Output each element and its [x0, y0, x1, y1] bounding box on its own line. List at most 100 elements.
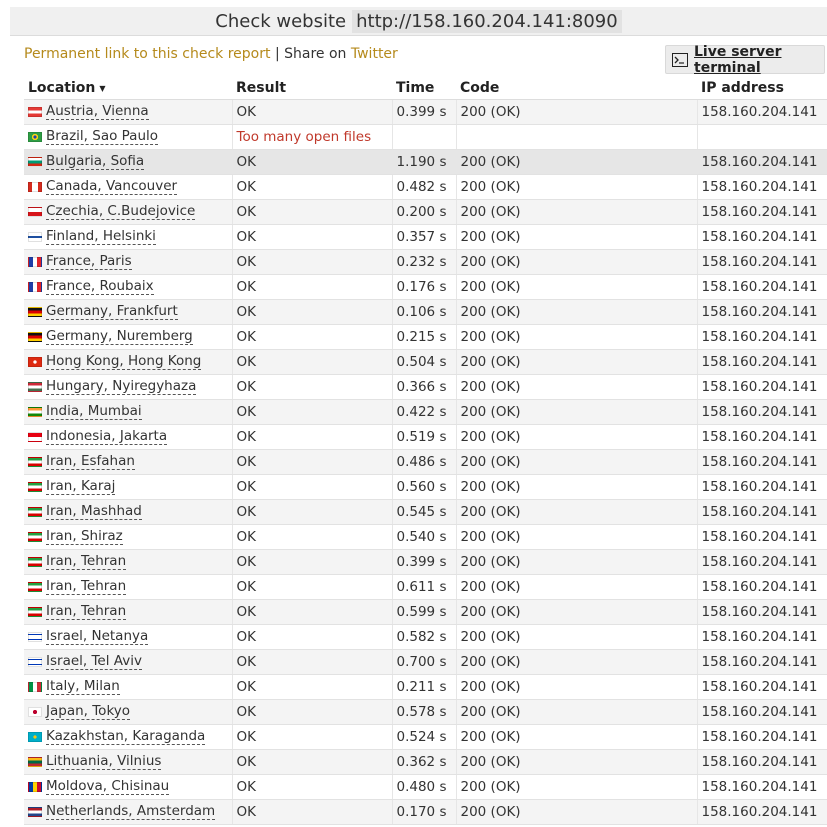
- ip-cell: 158.160.204.141: [697, 699, 827, 725]
- column-header-ip: IP address: [697, 77, 827, 100]
- ip-cell: 158.160.204.141: [697, 724, 827, 750]
- location-cell: Finland, Helsinki: [24, 224, 233, 250]
- flag-il-icon: [28, 657, 42, 667]
- column-header-code: Code: [456, 77, 697, 100]
- location-link[interactable]: France, Paris: [46, 253, 132, 270]
- location-cell: Israel, Tel Aviv: [24, 649, 233, 675]
- time-cell: 0.399 s: [392, 99, 457, 125]
- code-cell: 200 (OK): [456, 274, 698, 300]
- flag-ir-icon: [28, 482, 42, 492]
- flag-ir-icon: [28, 582, 42, 592]
- flag-lt-icon: [28, 757, 42, 767]
- location-link[interactable]: Iran, Tehran: [46, 578, 127, 595]
- ip-cell: 158.160.204.141: [697, 299, 827, 325]
- result-cell: OK: [232, 799, 393, 825]
- location-link[interactable]: Kazakhstan, Karaganda: [46, 728, 206, 745]
- location-link[interactable]: Japan, Tokyo: [46, 703, 131, 720]
- result-cell: OK: [232, 699, 393, 725]
- location-link[interactable]: Austria, Vienna: [46, 103, 149, 120]
- location-link[interactable]: Iran, Esfahan: [46, 453, 135, 470]
- location-link[interactable]: Iran, Tehran: [46, 603, 127, 620]
- time-cell: 0.519 s: [392, 424, 457, 450]
- location-link[interactable]: Iran, Karaj: [46, 478, 116, 495]
- location-link[interactable]: Israel, Netanya: [46, 628, 149, 645]
- flag-ir-icon: [28, 507, 42, 517]
- table-row: Israel, Tel Aviv OK 0.700 s 200 (OK) 158.160…: [24, 649, 827, 675]
- location-cell: Brazil, Sao Paulo: [24, 124, 233, 150]
- result-cell: OK: [232, 599, 393, 625]
- location-link[interactable]: Indonesia, Jakarta: [46, 428, 168, 445]
- location-link[interactable]: Iran, Tehran: [46, 553, 127, 570]
- table-row: Hungary, Nyiregyhaza OK 0.366 s 200 (OK) 158…: [24, 374, 827, 400]
- code-cell: 200 (OK): [456, 724, 698, 750]
- ip-cell: 158.160.204.141: [697, 524, 827, 550]
- location-link[interactable]: Israel, Tel Aviv: [46, 653, 142, 670]
- time-cell: 0.200 s: [392, 199, 457, 225]
- time-cell: 0.399 s: [392, 549, 457, 575]
- location-cell: Iran, Tehran: [24, 574, 233, 600]
- location-link[interactable]: Czechia, C.Budejovice: [46, 203, 196, 220]
- code-cell: 200 (OK): [456, 599, 698, 625]
- location-link[interactable]: Bulgaria, Sofia: [46, 153, 145, 170]
- flag-md-icon: [28, 782, 42, 792]
- location-link[interactable]: Germany, Frankfurt: [46, 303, 178, 320]
- ip-cell: 158.160.204.141: [697, 249, 827, 275]
- location-link[interactable]: Lithuania, Vilnius: [46, 753, 162, 770]
- result-cell: OK: [232, 149, 393, 175]
- checked-url[interactable]: http://158.160.204.141:8090: [352, 9, 622, 33]
- location-cell: Hungary, Nyiregyhaza: [24, 374, 233, 400]
- location-cell: Iran, Esfahan: [24, 449, 233, 475]
- share-prefix: Share on: [284, 46, 351, 62]
- flag-ir-icon: [28, 532, 42, 542]
- location-link[interactable]: India, Mumbai: [46, 403, 142, 420]
- location-link[interactable]: Brazil, Sao Paulo: [46, 128, 159, 145]
- location-link[interactable]: France, Roubaix: [46, 278, 154, 295]
- flag-jp-icon: [28, 707, 42, 717]
- table-row: Iran, Tehran OK 0.599 s 200 (OK) 158.160.204…: [24, 599, 827, 625]
- permalink-link[interactable]: Permanent link to this check report: [24, 46, 271, 62]
- code-cell: 200 (OK): [456, 674, 698, 700]
- time-cell: 0.560 s: [392, 474, 457, 500]
- location-link[interactable]: Italy, Milan: [46, 678, 120, 695]
- location-link[interactable]: Iran, Shiraz: [46, 528, 123, 545]
- flag-nl-icon: [28, 807, 42, 817]
- flag-fr-icon: [28, 257, 42, 267]
- location-link[interactable]: Finland, Helsinki: [46, 228, 156, 245]
- code-cell: 200 (OK): [456, 224, 698, 250]
- time-cell: 0.599 s: [392, 599, 457, 625]
- time-cell: 0.582 s: [392, 624, 457, 650]
- table-row: India, Mumbai OK 0.422 s 200 (OK) 158.160.20…: [24, 399, 827, 425]
- flag-id-icon: [28, 432, 42, 442]
- location-cell: Iran, Tehran: [24, 599, 233, 625]
- flag-in-icon: [28, 407, 42, 417]
- location-link[interactable]: Netherlands, Amsterdam: [46, 803, 216, 820]
- time-cell: 0.578 s: [392, 699, 457, 725]
- flag-br-icon: [28, 132, 42, 142]
- location-link[interactable]: Hungary, Nyiregyhaza: [46, 378, 197, 395]
- location-link[interactable]: Germany, Nuremberg: [46, 328, 193, 345]
- code-cell: 200 (OK): [456, 774, 698, 800]
- ip-cell: 158.160.204.141: [697, 499, 827, 525]
- ip-cell: 158.160.204.141: [697, 199, 827, 225]
- terminal-label: Live server terminal: [694, 43, 782, 76]
- location-link[interactable]: Hong Kong, Hong Kong: [46, 353, 202, 370]
- location-cell: Japan, Tokyo: [24, 699, 233, 725]
- location-link[interactable]: Iran, Mashhad: [46, 503, 142, 520]
- result-cell: OK: [232, 274, 393, 300]
- code-cell: 200 (OK): [456, 149, 698, 175]
- location-link[interactable]: Canada, Vancouver: [46, 178, 178, 195]
- result-cell: OK: [232, 474, 393, 500]
- live-terminal-button[interactable]: Live server terminal: [665, 43, 825, 76]
- table-row: Canada, Vancouver OK 0.482 s 200 (OK) 158.16…: [24, 174, 827, 200]
- column-header-location[interactable]: Location ▼: [24, 77, 232, 100]
- location-link[interactable]: Moldova, Chisinau: [46, 778, 170, 795]
- time-cell: 0.232 s: [392, 249, 457, 275]
- result-cell: OK: [232, 499, 393, 525]
- time-cell: 0.211 s: [392, 674, 457, 700]
- twitter-link[interactable]: Twitter: [350, 46, 398, 62]
- table-row: France, Roubaix OK 0.176 s 200 (OK) 158.160.…: [24, 274, 827, 300]
- code-cell: 200 (OK): [456, 424, 698, 450]
- time-cell: 0.362 s: [392, 749, 457, 775]
- code-cell: 200 (OK): [456, 324, 698, 350]
- flag-ir-icon: [28, 557, 42, 567]
